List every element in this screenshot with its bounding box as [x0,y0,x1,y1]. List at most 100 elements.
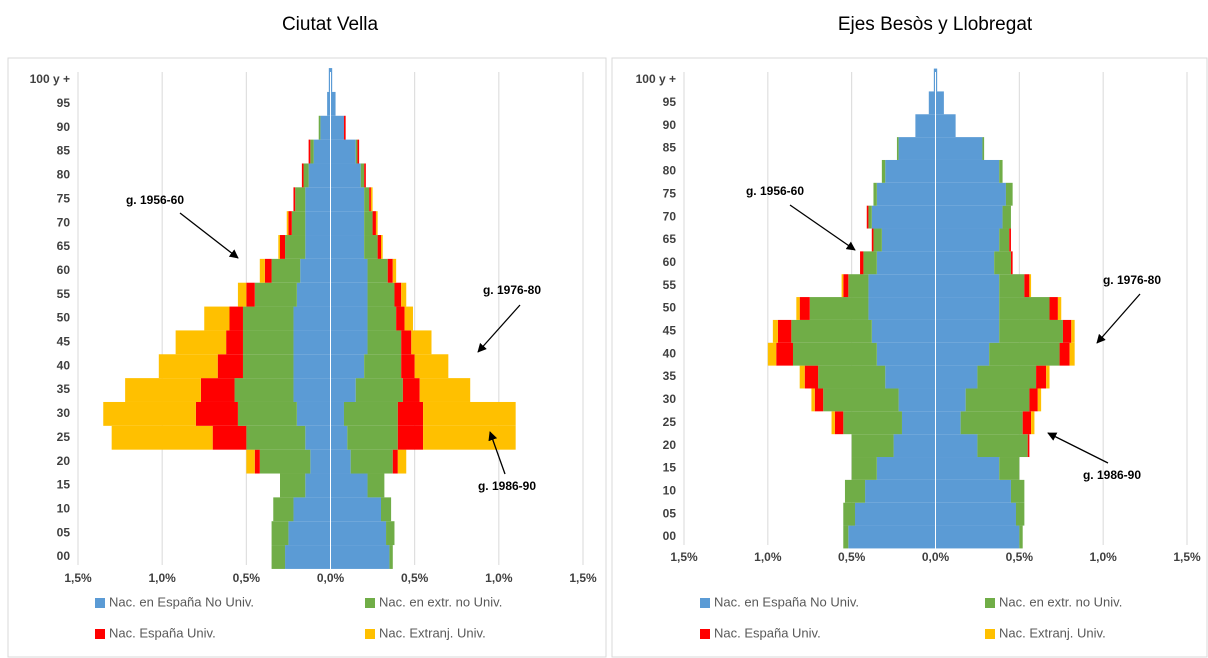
y-tick-label: 05 [57,525,71,539]
bar [898,388,936,412]
bar [977,365,1037,389]
legend-label: Nac. Extranj. Univ. [999,625,1106,640]
bar [1057,297,1062,320]
annotation: g. 1986-90 [478,479,536,493]
y-tick-label: 45 [57,335,71,349]
annotation: g. 1986-90 [1083,468,1141,482]
y-tick-label: 90 [57,120,71,134]
x-tick-label: 1,5% [1173,550,1201,564]
bar [933,68,936,92]
bar [960,411,1023,435]
bar [330,354,365,379]
bar [999,457,1020,480]
bar [330,91,336,116]
bar [860,251,864,275]
bar [330,139,356,164]
y-tick-label: 35 [57,382,71,396]
bar [125,378,201,402]
bar [796,297,800,320]
bar [799,297,810,320]
bar [401,282,407,307]
legend-label: Nac. España Univ. [714,625,821,640]
bar [935,342,990,366]
bar [305,473,331,498]
x-tick-label: 1,5% [569,571,597,585]
bar [350,449,393,474]
y-tick-label: 95 [663,95,677,109]
y-tick-label: 90 [663,118,677,132]
annotation-arrow [789,204,856,251]
panel-frame [7,57,607,658]
bar [394,282,402,307]
y-tick-label: 05 [663,506,677,520]
bar [364,354,402,379]
bar [885,159,936,183]
bar [296,282,331,307]
bar [397,401,424,426]
bar [851,457,877,480]
bar [1019,525,1023,549]
bar [295,187,306,212]
bar [367,306,397,331]
bar [347,425,398,450]
bar [330,115,344,140]
bar [935,502,1016,526]
bar [271,521,289,546]
bar [885,365,936,389]
bar [280,235,286,259]
bar [355,378,403,402]
bar [871,319,936,343]
bar [804,365,819,389]
x-tick-label: 1,0% [1089,550,1117,564]
bar [237,401,297,426]
bar [848,525,936,549]
bar [851,434,894,458]
bar [360,163,365,188]
x-tick-label: 1,5% [670,550,698,564]
x-tick-label: 0,0% [922,550,950,564]
bar [293,187,296,212]
bar [234,378,294,402]
bar [285,235,306,259]
y-tick-label: 50 [57,311,71,325]
bar [343,115,346,140]
bar [1029,388,1038,412]
bar [935,525,1020,549]
y-tick-label: 25 [663,415,677,429]
bar [330,378,356,402]
annotation-arrow [488,431,506,475]
legend-swatch [95,629,105,639]
bar [330,187,365,212]
bar [195,401,238,426]
y-tick-label: 40 [57,358,71,372]
annotation: g. 1976-80 [1103,273,1161,287]
bar [367,282,395,307]
legend-label: Nac. España Univ. [109,625,216,640]
bar [305,211,331,236]
annotation-arrow [179,212,239,259]
bar [876,251,936,275]
bar [844,479,866,503]
y-tick-label: 85 [57,144,71,158]
bar [1046,365,1050,389]
bar [1071,319,1075,343]
chart-title: Ciutat Vella [282,14,379,35]
bar [175,330,227,355]
bar [305,425,331,450]
bar [843,502,856,526]
chart-title: Ejes Besòs y Llobregat [838,14,1033,35]
bar [935,434,978,458]
legend-label: Nac. en España No Univ. [109,594,254,609]
bar [1069,342,1075,366]
bar [799,365,805,389]
bar [330,282,368,307]
bar [313,139,331,164]
bar [204,306,230,331]
annotation-arrow [477,304,521,353]
bar [989,342,1060,366]
y-tick-label: 60 [57,263,71,277]
bar [278,235,280,259]
bar [370,187,373,212]
bar [330,258,368,283]
